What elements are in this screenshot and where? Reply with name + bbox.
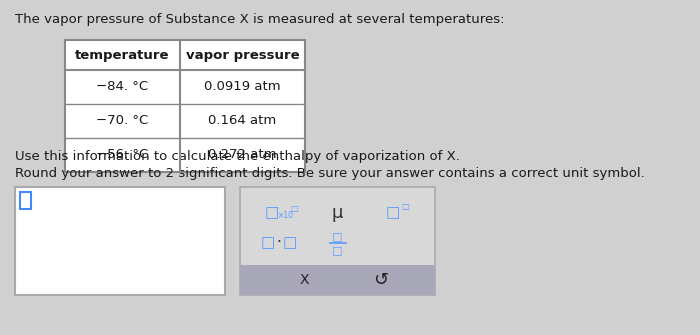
- Text: □: □: [386, 205, 400, 220]
- Text: 0.164 atm: 0.164 atm: [209, 115, 276, 128]
- Text: −56. °C: −56. °C: [97, 148, 148, 161]
- Text: □: □: [290, 203, 298, 212]
- Text: temperature: temperature: [76, 49, 169, 62]
- Text: 0.0919 atm: 0.0919 atm: [204, 80, 281, 93]
- Bar: [20, 192, 31, 209]
- Text: vapor pressure: vapor pressure: [186, 49, 300, 62]
- Text: The vapor pressure of Substance X is measured at several temperatures:: The vapor pressure of Substance X is mea…: [15, 13, 505, 26]
- Bar: [65, 40, 305, 172]
- Text: Use this information to calculate the enthalpy of vaporization of X.: Use this information to calculate the en…: [15, 150, 460, 163]
- Bar: [240, 187, 435, 295]
- Bar: [15, 187, 225, 295]
- Bar: [240, 265, 435, 295]
- Text: X: X: [300, 273, 309, 287]
- Text: □: □: [265, 205, 279, 220]
- Text: −84. °C: −84. °C: [97, 80, 148, 93]
- Text: ·: ·: [276, 236, 281, 251]
- Text: −70. °C: −70. °C: [97, 115, 148, 128]
- Text: Round your answer to 2 significant digits. Be sure your answer contains a correc: Round your answer to 2 significant digit…: [15, 167, 645, 180]
- Text: □: □: [401, 202, 409, 211]
- Text: □: □: [261, 236, 275, 251]
- Text: ↺: ↺: [373, 271, 388, 289]
- Text: □: □: [283, 236, 298, 251]
- Text: μ: μ: [332, 204, 343, 222]
- Text: □: □: [332, 231, 343, 241]
- Text: 0.272 atm: 0.272 atm: [209, 148, 276, 161]
- Text: ×10: ×10: [278, 211, 294, 220]
- Text: □: □: [332, 245, 343, 255]
